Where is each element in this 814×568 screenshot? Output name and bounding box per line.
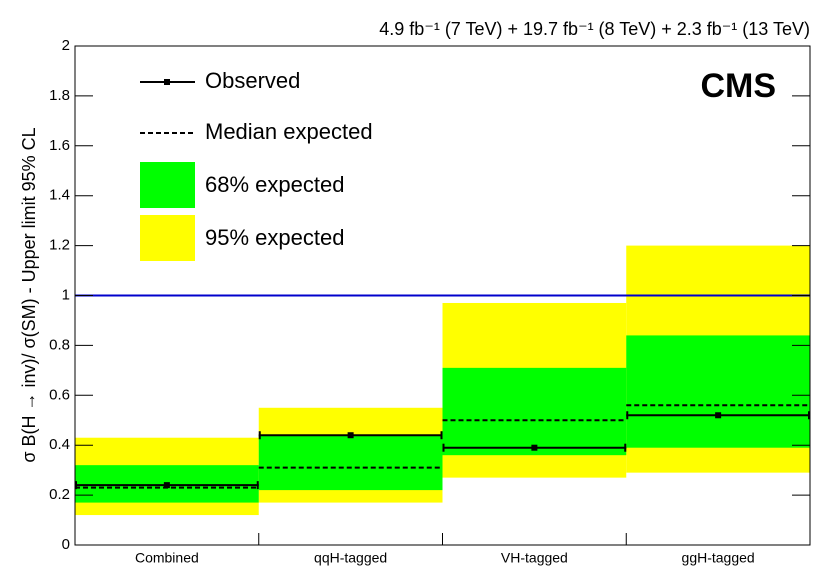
observed-point [626, 411, 810, 420]
y-tick-label: 0.8 [49, 336, 70, 353]
legend-label: Median expected [205, 119, 373, 144]
y-tick-label: 2 [62, 37, 70, 54]
band-68 [258, 435, 443, 491]
legend-68-box [140, 162, 195, 208]
legend-label: Observed [205, 68, 300, 93]
observed-point [442, 443, 627, 452]
legend-label: 68% expected [205, 172, 344, 197]
experiment-label: CMS [700, 67, 776, 105]
chart-title: 4.9 fb⁻¹ (7 TeV) + 19.7 fb⁻¹ (8 TeV) + 2… [379, 19, 810, 39]
legend-95-box [140, 215, 195, 261]
y-tick-label: 0.4 [49, 436, 70, 453]
x-tick-label: Combined [135, 550, 199, 566]
band-68 [626, 335, 810, 448]
y-tick-label: 1.4 [49, 187, 70, 204]
band-68 [442, 367, 627, 456]
y-tick-label: 1.6 [49, 137, 70, 154]
observed-point [258, 431, 443, 440]
y-tick-label: 0 [62, 536, 70, 553]
x-tick-label: qqH-tagged [314, 550, 387, 566]
x-tick-label: ggH-tagged [682, 550, 755, 566]
observed-point [75, 481, 259, 490]
y-tick-label: 1.8 [49, 87, 70, 104]
legend-observed-marker [164, 79, 170, 85]
legend-label: 95% expected [205, 225, 344, 250]
y-tick-label: 1.2 [49, 237, 70, 254]
y-tick-label: 0.6 [49, 386, 70, 403]
x-tick-label: VH-tagged [501, 550, 568, 566]
y-axis-label: σ B(H → inv)/ σ(SM) - Upper limit 95% CL [19, 127, 39, 462]
y-tick-label: 0.2 [49, 486, 70, 503]
y-tick-label: 1 [62, 286, 70, 303]
